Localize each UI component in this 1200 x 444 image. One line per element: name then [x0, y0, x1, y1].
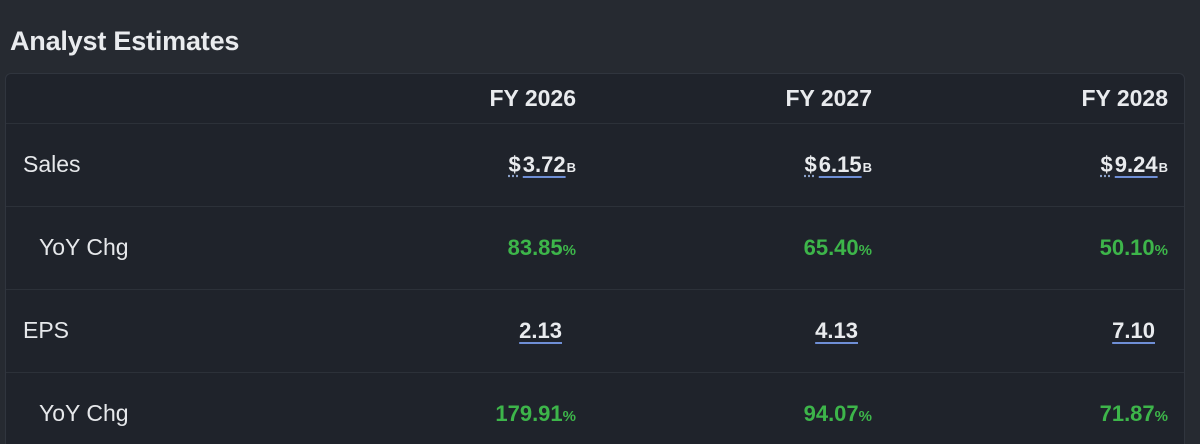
eps-link[interactable]: 2.13	[519, 317, 562, 343]
percent-value: 179.91	[495, 400, 563, 426]
percent-value: 71.87	[1099, 400, 1155, 426]
sales-amount: 9.24	[1114, 151, 1158, 177]
sales-value-fy2027[interactable]: $6.15B	[805, 123, 872, 206]
percent-sign: %	[858, 241, 872, 259]
eps-yoy-fy2026: 179.91%	[495, 372, 576, 444]
currency-symbol: $	[804, 151, 817, 177]
percent-value: 65.40	[803, 234, 859, 260]
table-row-eps-yoy: YoY Chg 179.91% 94.07% 71.87%	[6, 372, 1184, 444]
percent-sign: %	[562, 407, 576, 425]
percent-value: 94.07	[803, 400, 859, 426]
row-label-sales: Sales	[23, 151, 81, 177]
currency-symbol: $	[508, 151, 521, 177]
table-row-eps: EPS 2.13 4.13 7.10	[6, 289, 1184, 373]
eps-value-fy2026[interactable]: 2.13	[519, 289, 576, 372]
column-header-fy2027: FY 2027	[785, 85, 872, 111]
row-label-sales-yoy: YoY Chg	[39, 234, 129, 260]
table-row-sales: Sales $3.72B $6.15B $9.24B	[6, 123, 1184, 207]
percent-value: 83.85	[507, 234, 563, 260]
table-row-sales-yoy: YoY Chg 83.85% 65.40% 50.10%	[6, 206, 1184, 290]
sales-value-fy2028[interactable]: $9.24B	[1101, 123, 1168, 206]
eps-link[interactable]: 4.13	[815, 317, 858, 343]
column-header-fy2026: FY 2026	[489, 85, 576, 111]
sales-yoy-fy2026: 83.85%	[508, 206, 576, 289]
unit-label: B	[862, 159, 872, 175]
unit-label: B	[1158, 159, 1168, 175]
row-label-eps-yoy: YoY Chg	[39, 400, 129, 426]
sales-amount: 3.72	[522, 151, 566, 177]
sales-yoy-fy2027: 65.40%	[804, 206, 872, 289]
row-label-eps: EPS	[23, 317, 70, 343]
eps-value-fy2028[interactable]: 7.10	[1112, 289, 1168, 372]
sales-amount: 6.15	[818, 151, 862, 177]
percent-sign: %	[1154, 241, 1168, 259]
eps-link[interactable]: 7.10	[1112, 317, 1155, 343]
currency-symbol: $	[1100, 151, 1113, 177]
eps-yoy-fy2027: 94.07%	[804, 372, 872, 444]
eps-value-fy2027[interactable]: 4.13	[815, 289, 872, 372]
sales-yoy-fy2028: 50.10%	[1100, 206, 1168, 289]
section-title: Analyst Estimates	[10, 26, 240, 56]
percent-value: 50.10	[1099, 234, 1155, 260]
percent-sign: %	[562, 241, 576, 259]
eps-yoy-fy2028: 71.87%	[1100, 372, 1168, 444]
table-header-row: FY 2026 FY 2027 FY 2028	[6, 74, 1184, 124]
sales-value-fy2026[interactable]: $3.72B	[509, 123, 576, 206]
percent-sign: %	[858, 407, 872, 425]
estimates-table: FY 2026 FY 2027 FY 2028 Sales $3.72B $6.…	[5, 73, 1185, 444]
percent-sign: %	[1154, 407, 1168, 425]
unit-label: B	[566, 159, 576, 175]
column-header-fy2028: FY 2028	[1081, 85, 1168, 111]
